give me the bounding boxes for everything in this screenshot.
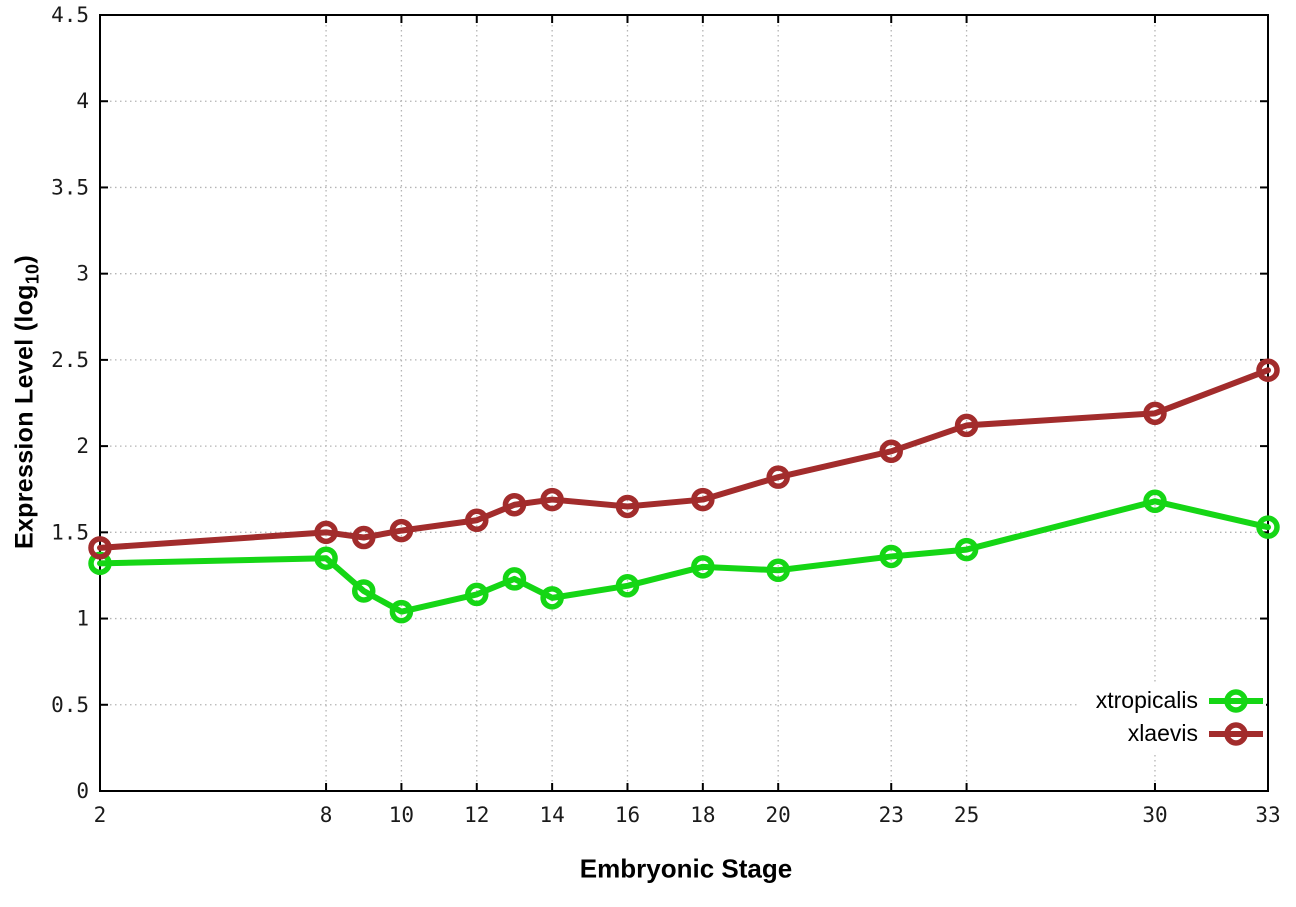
legend: xtropicalis xlaevis	[1079, 682, 1266, 752]
y-tick-label-4.5: 4.5	[51, 3, 89, 27]
marker-xlaevis-stage-33	[1256, 358, 1280, 382]
marker-xlaevis-stage-16	[615, 494, 640, 519]
y-tick-label-3.5: 3.5	[51, 175, 89, 199]
x-tick-label-23: 23	[879, 803, 904, 827]
x-tick-label-2: 2	[94, 803, 107, 827]
series-line-xlaevis	[97, 367, 1271, 551]
marker-xtropicalis-stage-18	[691, 555, 715, 579]
marker-xtropicalis-stage-23	[879, 544, 903, 569]
y-tick-label-2.5: 2.5	[51, 348, 89, 372]
marker-xtropicalis-stage-12	[465, 582, 489, 607]
y-tick-label-1: 1	[76, 607, 89, 631]
x-axis-label: Embryonic Stage	[579, 853, 793, 884]
marker-xlaevis-stage-20	[766, 465, 790, 489]
marker-xtropicalis-stage-14	[540, 586, 564, 610]
x-tick-label-33: 33	[1255, 803, 1280, 827]
marker-xlaevis-stage-18	[691, 487, 715, 512]
y-tick-label-4: 4	[76, 89, 89, 113]
y-axis-label-suffix: )	[10, 255, 39, 264]
legend-label-xtropicalis: xtropicalis	[1095, 687, 1198, 713]
marker-xlaevis-stage-25	[954, 413, 979, 438]
legend-item-xlaevis: xlaevis	[1128, 717, 1264, 750]
marker-xtropicalis-stage-33	[1256, 515, 1280, 539]
y-tick-label-3: 3	[76, 262, 89, 286]
marker-xtropicalis-stage-8	[314, 546, 338, 570]
y-tick-label-2: 2	[76, 434, 89, 458]
x-tick-label-20: 20	[766, 803, 791, 827]
x-tick-label-10: 10	[389, 803, 414, 827]
legend-sample-xlaevis-icon	[1209, 721, 1263, 746]
x-tick-label-16: 16	[615, 803, 640, 827]
marker-xlaevis-stage-30	[1143, 401, 1167, 426]
x-tick-label-12: 12	[464, 803, 489, 827]
x-tick-label-25: 25	[954, 803, 979, 827]
y-tick-label-0.5: 0.5	[51, 693, 89, 717]
marker-xtropicalis-stage-25	[954, 537, 979, 562]
y-tick-label-0: 0	[76, 779, 89, 803]
marker-xtropicalis-stage-9	[351, 579, 376, 603]
plot-border	[99, 14, 1269, 792]
marker-xtropicalis-stage-13	[502, 567, 527, 591]
series-line-xtropicalis	[97, 498, 1271, 615]
marker-xlaevis-stage-12	[465, 508, 489, 533]
x-tick-label-18: 18	[690, 803, 715, 827]
legend-sample-xtropicalis-icon	[1209, 688, 1263, 713]
marker-xtropicalis-stage-30	[1143, 489, 1167, 514]
marker-xlaevis-stage-2	[88, 536, 112, 560]
marker-xlaevis-stage-13	[502, 492, 527, 517]
marker-xlaevis-stage-9	[351, 525, 376, 550]
x-tick-label-8: 8	[320, 803, 333, 827]
marker-xtropicalis-stage-16	[615, 574, 640, 598]
y-axis-label-subscript: 10	[22, 263, 43, 285]
marker-xtropicalis-stage-20	[766, 558, 790, 583]
marker-xlaevis-stage-8	[314, 520, 338, 545]
y-axis-label-text: Expression Level (log	[10, 284, 39, 549]
legend-item-xtropicalis: xtropicalis	[1096, 684, 1264, 717]
y-axis-label: Expression Level (log10)	[10, 255, 43, 549]
legend-label-xlaevis: xlaevis	[1127, 720, 1198, 746]
y-tick-label-1.5: 1.5	[51, 520, 89, 544]
marker-xtropicalis-stage-10	[389, 599, 414, 624]
x-tick-label-30: 30	[1142, 803, 1167, 827]
marker-xlaevis-stage-14	[540, 487, 564, 512]
x-tick-label-14: 14	[539, 803, 564, 827]
marker-xlaevis-stage-10	[389, 518, 414, 543]
marker-xlaevis-stage-23	[879, 439, 903, 464]
